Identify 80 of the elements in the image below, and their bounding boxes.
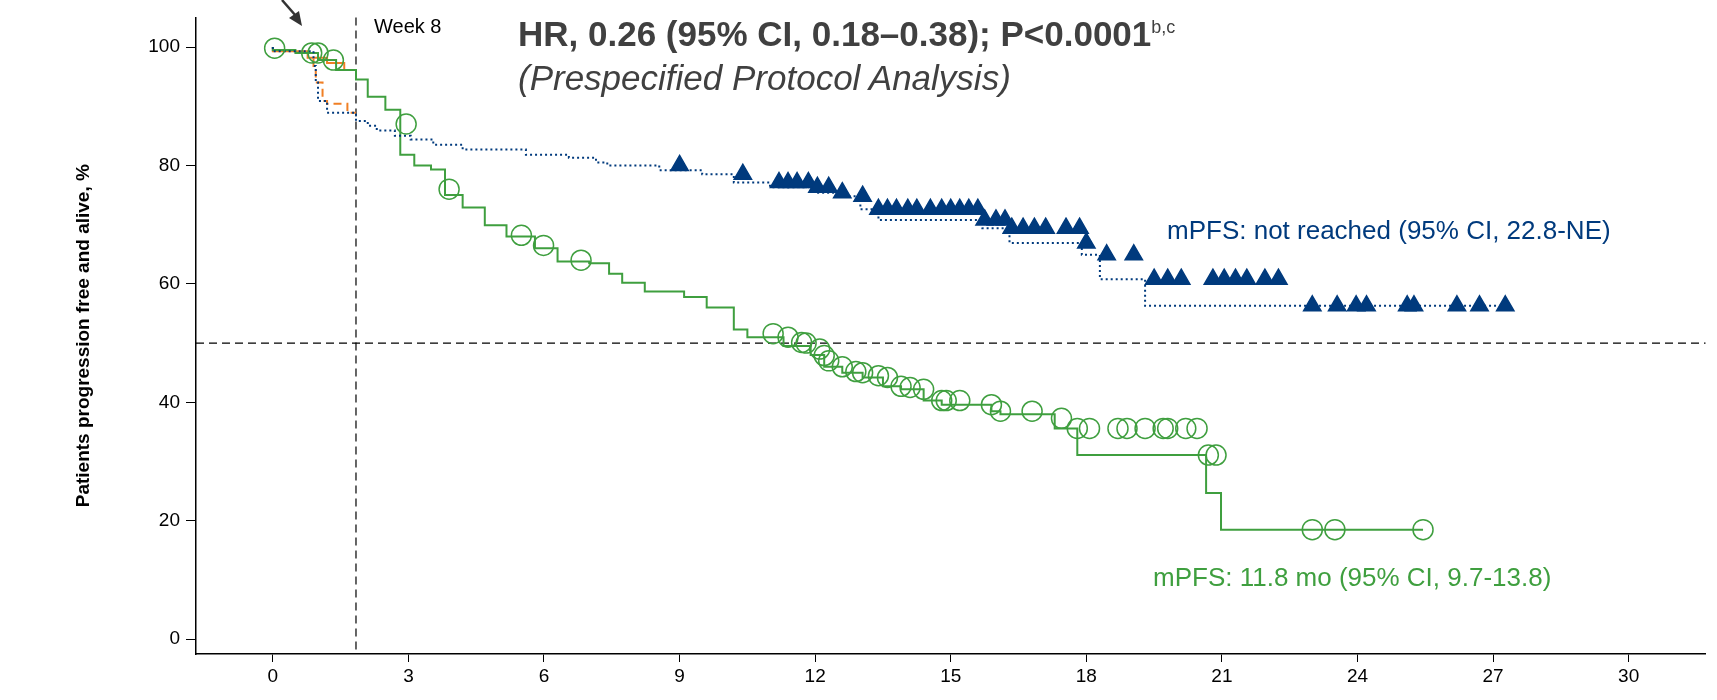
point [1470, 295, 1489, 312]
point [790, 331, 813, 354]
point [1447, 295, 1467, 312]
annotation: mPFS: not reached (95% CI, 22.8-NE) [1167, 215, 1611, 246]
point [1021, 400, 1043, 422]
point [1107, 417, 1129, 440]
x-tick-label: 3 [403, 664, 414, 686]
point [733, 163, 753, 181]
point [930, 389, 953, 412]
point [1134, 417, 1156, 440]
point [1495, 295, 1515, 312]
point [1076, 232, 1096, 249]
text: (Prespecified Protocol Analysis) [518, 58, 1011, 98]
point [867, 364, 890, 387]
point [1066, 417, 1089, 440]
y-tick-label: 0 [169, 627, 180, 649]
point [912, 378, 935, 401]
point [1175, 417, 1197, 440]
x-tick-label: 18 [1075, 664, 1097, 686]
point [1269, 268, 1288, 285]
point [813, 344, 835, 367]
point [1171, 268, 1191, 285]
point [1186, 417, 1208, 440]
x-tick-label: 27 [1482, 664, 1504, 686]
point [949, 389, 971, 412]
point [1078, 417, 1101, 440]
point [1301, 518, 1324, 541]
point [762, 322, 784, 345]
y-tick-label: 100 [148, 35, 180, 57]
point [777, 326, 799, 348]
point [1357, 295, 1376, 312]
x-tick-label: 24 [1346, 664, 1369, 686]
point [853, 185, 873, 202]
point [817, 350, 840, 372]
point [935, 389, 957, 412]
point [1205, 444, 1227, 466]
point [1412, 518, 1434, 541]
x-tick-label: 12 [804, 664, 826, 686]
point [1116, 417, 1138, 440]
point [1152, 417, 1174, 440]
point [832, 181, 852, 199]
x-tick-label: 6 [538, 664, 550, 686]
point [899, 376, 921, 399]
point [1097, 244, 1117, 261]
point [851, 361, 874, 384]
ref-line-label: Week 8 [373, 14, 442, 37]
point [808, 338, 831, 360]
chart-title: HR, 0.26 (95% CI, 0.18–0.38); P<0.0001$^{b,c}$ [518, 14, 1176, 54]
point [570, 249, 592, 271]
y-tick-label: 40 [158, 390, 180, 412]
annotation: mPFS: 11.8 mo (95% CI, 9.7-13.8) [1153, 562, 1552, 593]
y-tick-label: 20 [158, 508, 180, 530]
point [670, 154, 689, 172]
y-tick-label: 60 [158, 272, 180, 294]
point [876, 366, 899, 389]
point [980, 393, 1003, 416]
point [1255, 268, 1275, 285]
point [831, 356, 854, 378]
point [1302, 295, 1322, 312]
point [989, 400, 1012, 422]
point [845, 360, 867, 383]
x-tick-label: 21 [1211, 664, 1233, 686]
point [1197, 444, 1220, 466]
point [1124, 244, 1144, 261]
point [1156, 417, 1179, 440]
point [1050, 407, 1073, 430]
point [1070, 217, 1089, 234]
point [1327, 295, 1347, 312]
y-axis-title: Patients progression free and alive, % [71, 164, 93, 508]
point [795, 332, 817, 354]
x-tick-label: 15 [940, 664, 962, 686]
point [1404, 295, 1424, 312]
point [1056, 217, 1076, 234]
point [1144, 268, 1164, 285]
x-tick-label: 9 [674, 664, 685, 686]
x-tick-label: 0 [267, 664, 279, 686]
y-tick-label: 80 [158, 153, 180, 175]
point [1324, 518, 1346, 541]
x-tick-label: 30 [1618, 664, 1640, 686]
point [890, 375, 912, 398]
